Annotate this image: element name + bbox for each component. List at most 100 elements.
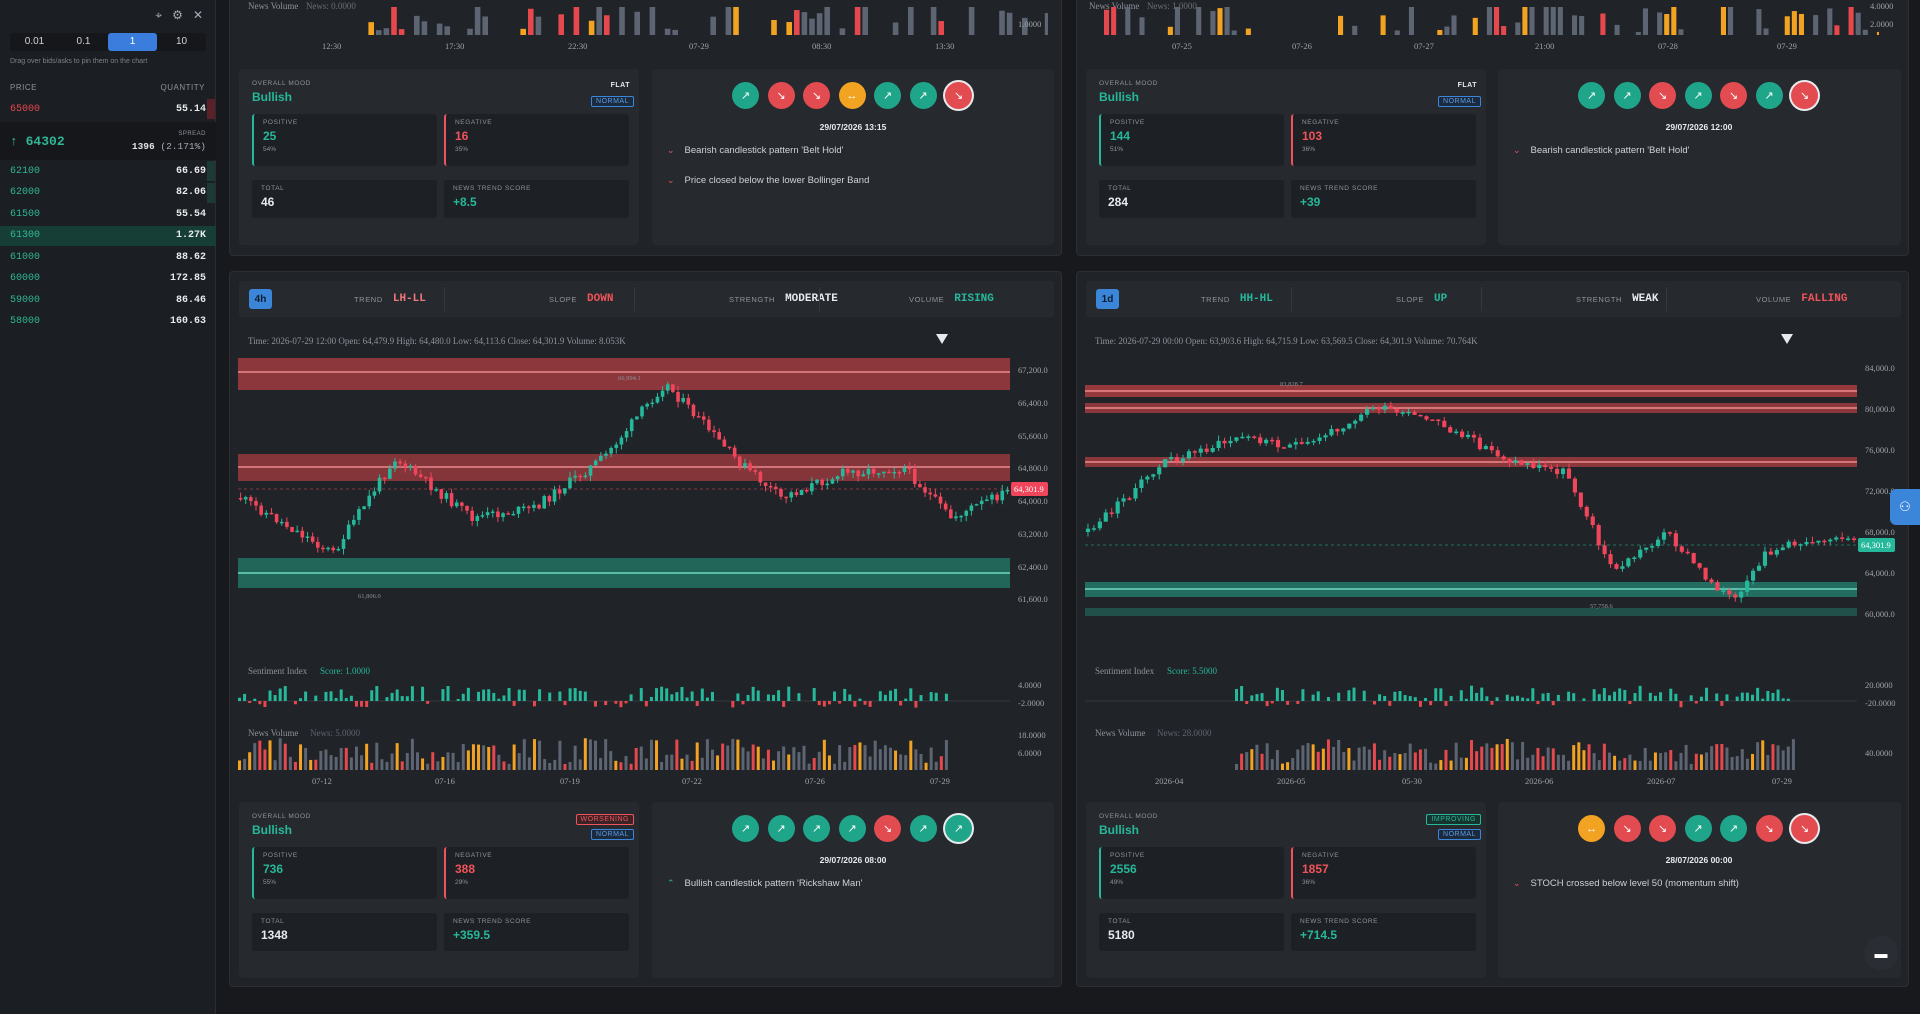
crosshair-icon[interactable]: ⌖ — [155, 8, 163, 22]
trend-up-icon[interactable]: ↗ — [909, 815, 937, 842]
trend-up-icon[interactable]: ↗ — [1755, 82, 1783, 109]
trend-flat-icon[interactable]: ↔ — [838, 82, 866, 109]
step-option[interactable]: 10 — [175, 36, 188, 47]
signal-item[interactable]: ⌃ Bullish candlestick pattern 'Rickshaw M… — [667, 878, 862, 889]
bid-row[interactable]: 62000 82.06 — [0, 183, 216, 203]
trend-down-icon[interactable]: ↘ — [1649, 815, 1676, 842]
news-bar — [1607, 752, 1611, 770]
news-bar — [929, 747, 933, 770]
timeframe-button[interactable]: 1d — [1096, 289, 1119, 309]
signal-date: 28/07/2026 00:00 — [1665, 855, 1733, 865]
candle — [1204, 448, 1209, 452]
trend-down-icon[interactable]: ↘ — [1791, 815, 1818, 842]
step-option-active[interactable]: 1 — [108, 33, 157, 51]
trend-up-icon[interactable]: ↗ — [1684, 82, 1712, 109]
news-bar — [1659, 753, 1663, 770]
news-trend-score-value: +714.5 — [1300, 928, 1338, 942]
gear-icon[interactable]: ⚙ — [172, 8, 183, 22]
news-bar — [421, 21, 428, 35]
step-option[interactable]: 0.01 — [24, 36, 45, 47]
candle — [1745, 580, 1750, 592]
trend-up-icon[interactable]: ↗ — [767, 815, 795, 842]
trend-down-icon[interactable]: ↘ — [1791, 82, 1818, 109]
news-bar — [1791, 739, 1795, 770]
trend-down-icon[interactable]: ↘ — [1613, 815, 1641, 842]
signal-item[interactable]: ⌄ Bearish candlestick pattern 'Belt Hold' — [1513, 145, 1689, 156]
trend-down-icon[interactable]: ↘ — [803, 82, 830, 109]
bid-row[interactable]: 61300 1.27K — [0, 225, 216, 246]
bid-row[interactable]: 60000 172.85 — [0, 269, 216, 289]
news-bar — [1577, 742, 1581, 770]
close-icon[interactable]: ✕ — [192, 8, 203, 22]
latest-marker-icon[interactable] — [936, 334, 948, 344]
trend-up-icon[interactable]: ↗ — [1684, 815, 1712, 842]
candle — [238, 498, 243, 500]
news-bar — [725, 7, 732, 35]
trend-up-icon[interactable]: ↗ — [1613, 82, 1641, 109]
news-bar — [1543, 7, 1549, 35]
bid-row[interactable]: 62100 66.69 — [0, 161, 216, 181]
sentiment-bar — [1653, 695, 1657, 701]
ask-row[interactable]: 65000 55.14 — [0, 99, 216, 119]
signal-item[interactable]: ⌄ Price closed below the lower Bollinger … — [667, 175, 869, 186]
trend-up-icon[interactable]: ↗ — [732, 815, 759, 842]
sentiment-bar — [283, 686, 287, 701]
news-bar — [904, 755, 908, 770]
trend-down-icon[interactable]: ↘ — [874, 815, 901, 842]
candle — [341, 538, 346, 549]
trend-up-icon[interactable]: ↗ — [803, 815, 830, 842]
price-chart[interactable]: 84,000.0 80,000.0 76,000.0 72,000.0 68,000.0… — [1085, 352, 1901, 652]
price-chart[interactable]: 67,200.0 66,400.0 65,600.0 64,800.0 64,000.0… — [238, 348, 1054, 654]
trend-up-icon[interactable]: ↗ — [1578, 82, 1605, 109]
trend-down-icon[interactable]: ↘ — [1649, 82, 1676, 109]
news-bar — [441, 756, 445, 770]
sentiment-axis-tick: 20.0000 — [1865, 680, 1893, 690]
news-bar — [548, 762, 552, 770]
sentiment-bar — [1567, 691, 1571, 701]
ohlc-readout: Time: 2026-07-29 12:00 Open: 64,479.9 Hi… — [248, 336, 626, 346]
bid-row[interactable]: 61000 88.62 — [0, 247, 216, 267]
signal-item[interactable]: ⌄ Bearish candlestick pattern 'Belt Hold' — [667, 145, 843, 156]
step-option[interactable]: 0.1 — [76, 36, 91, 47]
candle — [1543, 465, 1548, 468]
sentiment-bar — [644, 701, 648, 707]
trend-up-icon[interactable]: ↗ — [732, 82, 759, 109]
trend-up-icon[interactable]: ↗ — [945, 815, 972, 842]
sentiment-bar — [1633, 693, 1637, 701]
timeframe-button[interactable]: 4h — [249, 289, 272, 309]
news-bar — [761, 758, 765, 770]
latest-marker-icon[interactable] — [1781, 334, 1793, 344]
news-bar — [685, 754, 689, 770]
candle — [1287, 444, 1292, 448]
bid-row[interactable]: 58000 160.63 — [0, 312, 216, 332]
trend-down-icon[interactable]: ↘ — [767, 82, 795, 109]
news-bar — [1684, 744, 1688, 770]
news-trend-score-stat: NEWS TREND SCORE +8.5 — [444, 180, 629, 218]
trend-down-icon[interactable]: ↘ — [945, 82, 972, 109]
candle — [1768, 551, 1773, 555]
signal-item[interactable]: ⌄ STOCH crossed below level 50 (momentum … — [1513, 878, 1739, 889]
trend-up-icon[interactable]: ↗ — [874, 82, 901, 109]
bid-row[interactable]: 59000 86.46 — [0, 290, 216, 310]
news-bar — [391, 7, 397, 35]
total-value: 1348 — [261, 928, 288, 942]
chat-icon[interactable]: ▬ — [1864, 936, 1898, 970]
news-bar — [888, 747, 892, 770]
news-bar — [398, 29, 405, 35]
trend-up-icon[interactable]: ↗ — [909, 82, 937, 109]
trend-up-icon[interactable]: ↗ — [838, 815, 866, 842]
bot-icon[interactable]: ⚇ — [1890, 489, 1920, 525]
trend-up-icon[interactable]: ↗ — [1720, 815, 1747, 842]
news-bar — [1480, 746, 1484, 770]
trend-value: HH-HL — [1239, 293, 1273, 305]
trend-indicator: TREND HH-HL — [1201, 281, 1273, 317]
news-bar — [878, 749, 882, 770]
news-bar — [466, 750, 470, 770]
trend-down-icon[interactable]: ↘ — [1720, 82, 1747, 109]
trend-flat-icon[interactable]: ↔ — [1578, 815, 1605, 842]
bid-row[interactable]: 61500 55.54 — [0, 204, 216, 224]
candle — [701, 416, 706, 420]
x-axis-tick: 07-29 — [1777, 41, 1797, 51]
trend-down-icon[interactable]: ↘ — [1755, 815, 1783, 842]
sentiment-bar — [583, 691, 587, 701]
